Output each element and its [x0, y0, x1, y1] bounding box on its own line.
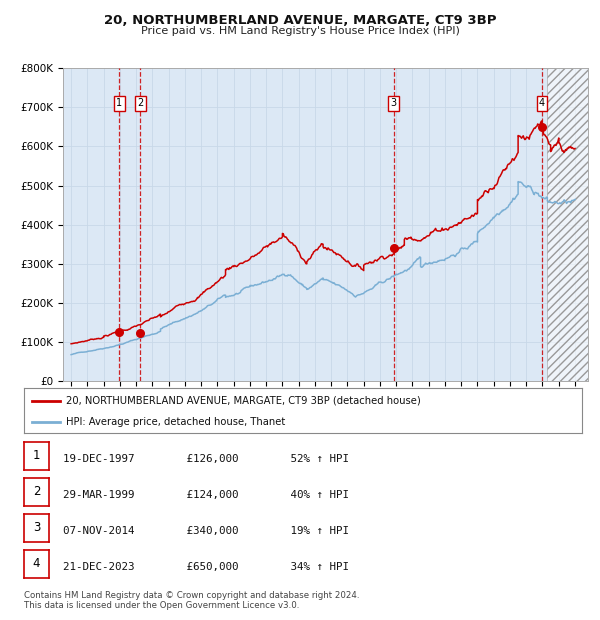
Text: 2: 2	[137, 99, 143, 108]
Text: Contains HM Land Registry data © Crown copyright and database right 2024.: Contains HM Land Registry data © Crown c…	[24, 591, 359, 600]
Text: Price paid vs. HM Land Registry's House Price Index (HPI): Price paid vs. HM Land Registry's House …	[140, 26, 460, 36]
Text: 3: 3	[391, 99, 397, 108]
Text: 29-MAR-1999        £124,000        40% ↑ HPI: 29-MAR-1999 £124,000 40% ↑ HPI	[63, 490, 349, 500]
Text: 3: 3	[33, 521, 40, 534]
Text: This data is licensed under the Open Government Licence v3.0.: This data is licensed under the Open Gov…	[24, 601, 299, 609]
Text: 20, NORTHUMBERLAND AVENUE, MARGATE, CT9 3BP (detached house): 20, NORTHUMBERLAND AVENUE, MARGATE, CT9 …	[66, 396, 421, 405]
Text: 2: 2	[33, 485, 40, 498]
Bar	[547, 68, 588, 381]
Text: 4: 4	[539, 99, 545, 108]
Bar	[547, 68, 588, 381]
Text: 1: 1	[116, 99, 122, 108]
Text: 19-DEC-1997        £126,000        52% ↑ HPI: 19-DEC-1997 £126,000 52% ↑ HPI	[63, 454, 349, 464]
Text: 07-NOV-2014        £340,000        19% ↑ HPI: 07-NOV-2014 £340,000 19% ↑ HPI	[63, 526, 349, 536]
Text: HPI: Average price, detached house, Thanet: HPI: Average price, detached house, Than…	[66, 417, 285, 427]
Text: 4: 4	[33, 557, 40, 570]
Text: 1: 1	[33, 450, 40, 463]
Text: 20, NORTHUMBERLAND AVENUE, MARGATE, CT9 3BP: 20, NORTHUMBERLAND AVENUE, MARGATE, CT9 …	[104, 14, 496, 27]
Text: 21-DEC-2023        £650,000        34% ↑ HPI: 21-DEC-2023 £650,000 34% ↑ HPI	[63, 562, 349, 572]
